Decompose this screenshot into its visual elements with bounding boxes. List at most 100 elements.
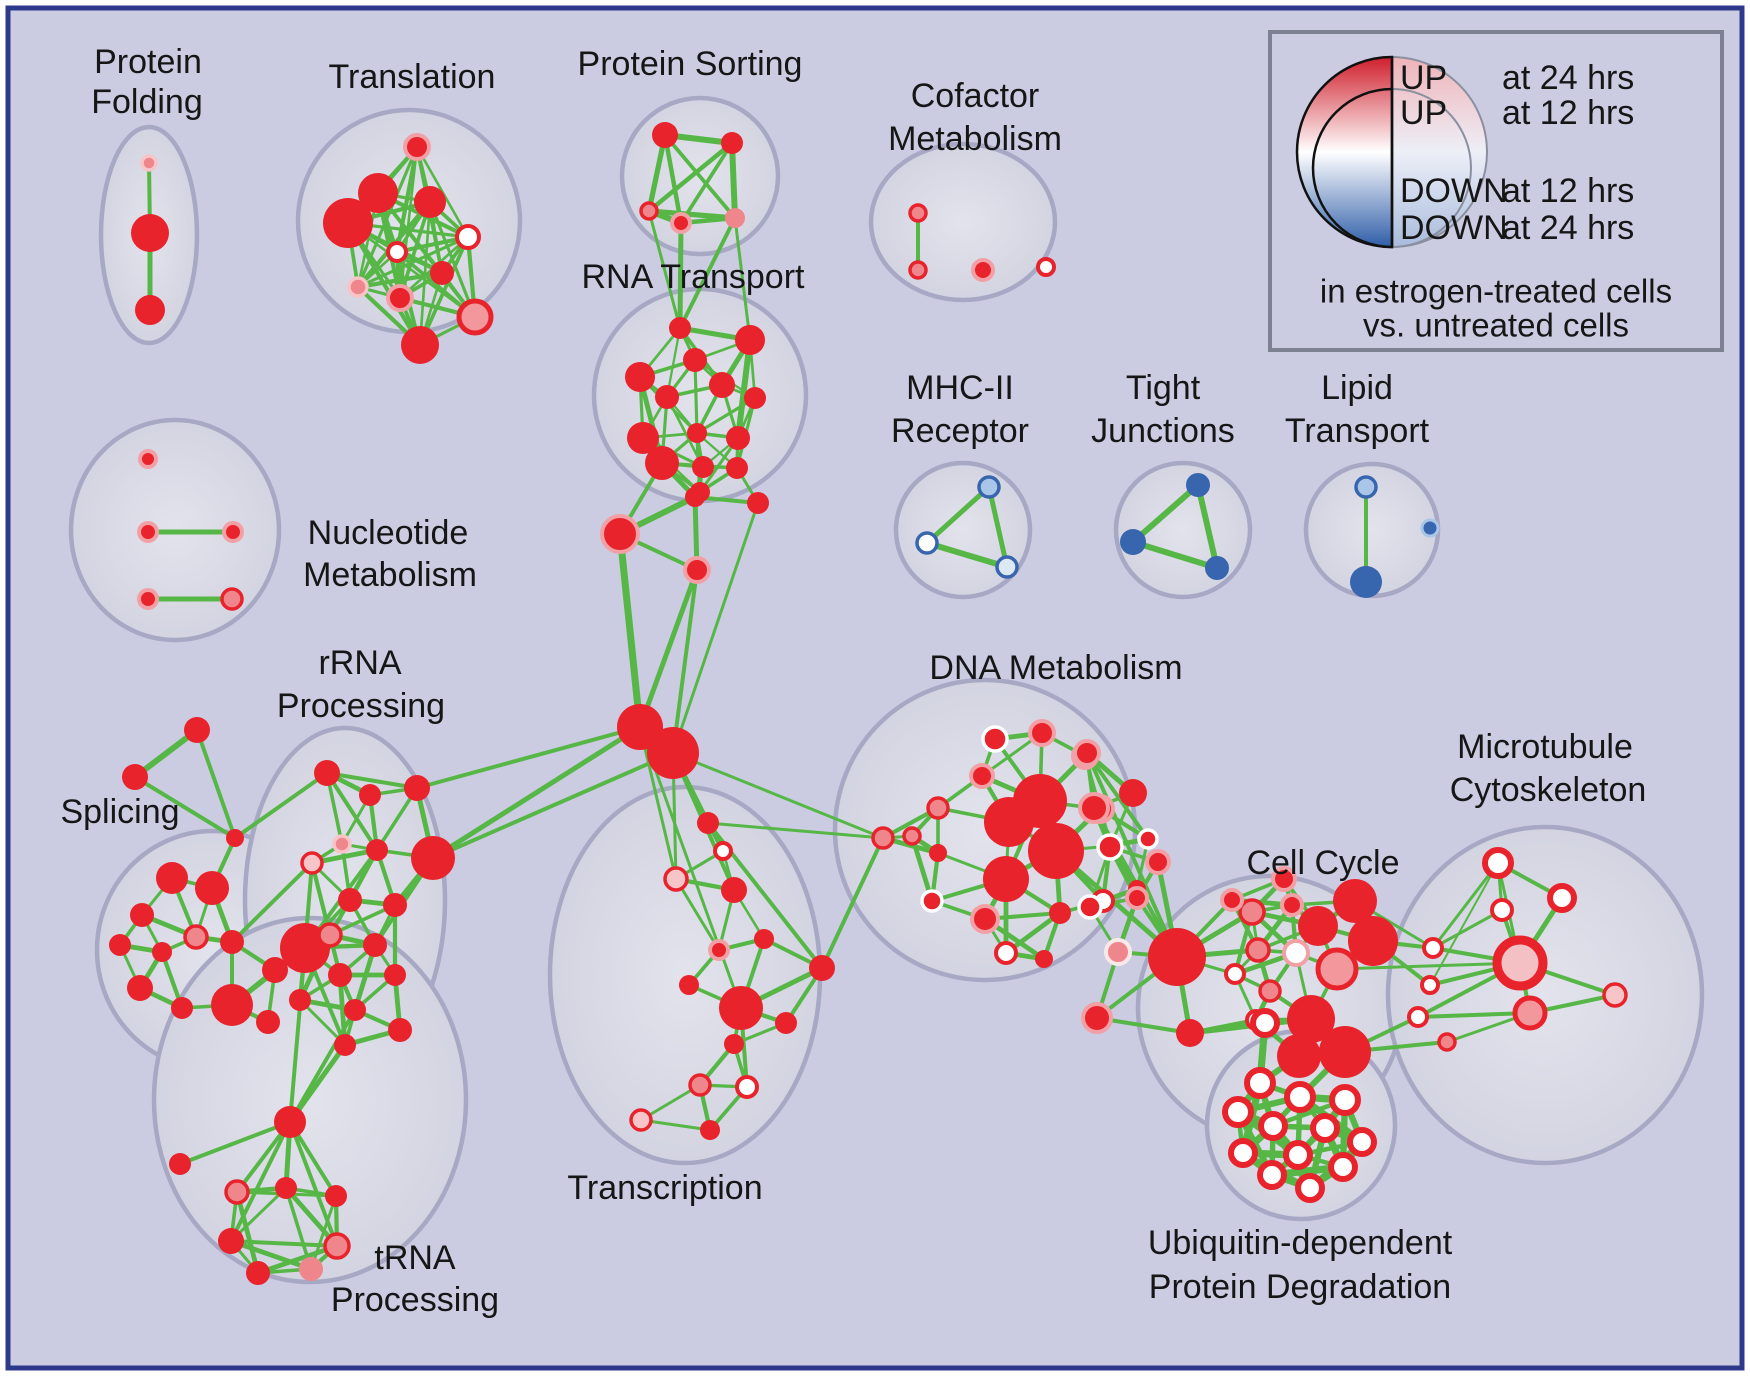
node-splicing-1[interactable]: [122, 764, 148, 790]
node-cofactor-metabolism-1[interactable]: [908, 260, 928, 280]
node-splicing-14[interactable]: [256, 1010, 280, 1034]
node-dna-metabolism-21[interactable]: [1035, 950, 1053, 968]
node-nucleotide-metabolism-2[interactable]: [222, 521, 244, 543]
node-dna-metabolism-0[interactable]: [981, 725, 1009, 753]
node-rrna-processing-12[interactable]: [328, 963, 352, 987]
node-dna-metabolism-3[interactable]: [969, 763, 995, 789]
node-cell-cycle-0[interactable]: [1073, 739, 1101, 767]
node-rrna-processing-0[interactable]: [314, 760, 340, 786]
node-transcription-2[interactable]: [697, 812, 719, 834]
node-splicing-3[interactable]: [156, 862, 188, 894]
node-rrna-processing-16[interactable]: [388, 1018, 412, 1042]
node-lipid-transport-2[interactable]: [1420, 518, 1440, 538]
node-rrna-processing-8[interactable]: [338, 888, 362, 912]
node-translation-10[interactable]: [401, 326, 439, 364]
node-microtubule-7[interactable]: [1420, 975, 1440, 995]
node-ubiquitin-6[interactable]: [1310, 1113, 1340, 1143]
node-trna-processing-2[interactable]: [224, 1179, 250, 1205]
node-cell-cycle-9[interactable]: [1148, 928, 1206, 986]
node-translation-0[interactable]: [403, 133, 431, 161]
node-lipid-transport-1[interactable]: [1350, 566, 1382, 598]
node-transcription-6[interactable]: [708, 939, 730, 961]
node-trna-processing-4[interactable]: [325, 1185, 347, 1207]
node-backbone-2[interactable]: [747, 492, 769, 514]
node-splicing-7[interactable]: [152, 942, 172, 962]
node-nucleotide-metabolism-0[interactable]: [138, 449, 158, 469]
node-rrna-processing-11[interactable]: [363, 933, 387, 957]
node-ubiquitin-2[interactable]: [1284, 1081, 1316, 1113]
node-trna-processing-7[interactable]: [246, 1261, 270, 1285]
node-microtubule-2[interactable]: [1490, 898, 1514, 922]
node-cofactor-metabolism-0[interactable]: [908, 203, 928, 223]
node-trna-processing-5[interactable]: [218, 1228, 244, 1254]
node-transcription-10[interactable]: [719, 986, 763, 1030]
node-backbone-1[interactable]: [600, 514, 640, 554]
node-rna-transport-11[interactable]: [692, 456, 714, 478]
node-mhc2-receptor-1[interactable]: [915, 531, 939, 555]
node-dna-metabolism-9[interactable]: [983, 856, 1029, 902]
node-splicing-8[interactable]: [183, 924, 209, 950]
node-cell-cycle-16[interactable]: [1258, 979, 1282, 1003]
node-translation-4[interactable]: [455, 224, 481, 250]
node-rrna-processing-4[interactable]: [300, 851, 324, 875]
node-rna-transport-5[interactable]: [709, 372, 735, 398]
node-dna-metabolism-13[interactable]: [1137, 828, 1159, 850]
node-microtubule-5[interactable]: [1512, 995, 1548, 1031]
node-rrna-processing-15[interactable]: [289, 989, 311, 1011]
node-tight-junctions-0[interactable]: [1186, 473, 1210, 497]
node-cell-cycle-26[interactable]: [1271, 866, 1297, 892]
node-ubiquitin-5[interactable]: [1258, 1111, 1288, 1141]
node-nucleotide-metabolism-4[interactable]: [220, 587, 244, 611]
node-trna-processing-6[interactable]: [323, 1232, 351, 1260]
node-rrna-processing-1[interactable]: [359, 784, 381, 806]
node-rna-transport-10[interactable]: [645, 446, 679, 480]
node-nucleotide-metabolism-1[interactable]: [137, 521, 159, 543]
node-trna-processing-1[interactable]: [169, 1153, 191, 1175]
node-cell-cycle-5[interactable]: [1077, 894, 1103, 920]
node-nucleotide-metabolism-3[interactable]: [137, 588, 159, 610]
node-tight-junctions-2[interactable]: [1205, 556, 1229, 580]
node-cell-cycle-11[interactable]: [1238, 898, 1266, 926]
node-dna-metabolism-16[interactable]: [970, 904, 1000, 934]
node-rna-transport-8[interactable]: [687, 423, 707, 443]
node-rna-transport-2[interactable]: [683, 348, 707, 372]
node-ubiquitin-10[interactable]: [1257, 1160, 1287, 1190]
node-ubiquitin-1[interactable]: [1244, 1067, 1276, 1099]
node-trna-processing-3[interactable]: [275, 1177, 297, 1199]
node-rna-transport-12[interactable]: [726, 457, 748, 479]
node-transcription-14[interactable]: [735, 1075, 759, 1099]
node-translation-8[interactable]: [386, 284, 414, 312]
node-transcription-8[interactable]: [679, 975, 699, 995]
node-microtubule-4[interactable]: [1602, 982, 1628, 1008]
node-microtubule-1[interactable]: [1547, 883, 1577, 913]
node-cell-cycle-14[interactable]: [1282, 939, 1310, 967]
node-transcription-11[interactable]: [775, 1012, 797, 1034]
node-transcription-5[interactable]: [721, 877, 747, 903]
node-backbone-3[interactable]: [683, 556, 711, 584]
node-cell-cycle-3[interactable]: [1096, 833, 1124, 861]
node-dna-metabolism-15[interactable]: [920, 889, 944, 913]
node-ubiquitin-7[interactable]: [1347, 1127, 1377, 1157]
node-rna-transport-7[interactable]: [627, 422, 659, 454]
node-cell-cycle-13[interactable]: [1245, 937, 1271, 963]
node-cell-cycle-15[interactable]: [1224, 963, 1246, 985]
node-transcription-13[interactable]: [688, 1073, 712, 1097]
node-microtubule-3[interactable]: [1492, 935, 1548, 991]
node-trna-processing-8[interactable]: [299, 1257, 323, 1281]
node-rrna-processing-3[interactable]: [332, 834, 352, 854]
node-cell-cycle-10[interactable]: [1176, 1019, 1204, 1047]
node-cell-cycle-20[interactable]: [1348, 916, 1398, 966]
node-rrna-processing-17[interactable]: [334, 1034, 356, 1056]
node-trna-processing-0[interactable]: [274, 1106, 306, 1138]
node-splicing-5[interactable]: [130, 903, 154, 927]
node-cofactor-metabolism-2[interactable]: [971, 258, 995, 282]
node-splicing-12[interactable]: [211, 984, 253, 1026]
node-protein-sorting-4[interactable]: [725, 208, 745, 228]
node-cell-cycle-23[interactable]: [1319, 1026, 1371, 1078]
node-transcription-9[interactable]: [809, 955, 835, 981]
node-dna-metabolism-10[interactable]: [902, 826, 922, 846]
node-cell-cycle-7[interactable]: [1104, 938, 1132, 966]
node-dna-metabolism-17[interactable]: [1049, 902, 1071, 924]
node-rna-transport-1[interactable]: [735, 325, 765, 355]
node-cell-cycle-21[interactable]: [1315, 947, 1359, 991]
